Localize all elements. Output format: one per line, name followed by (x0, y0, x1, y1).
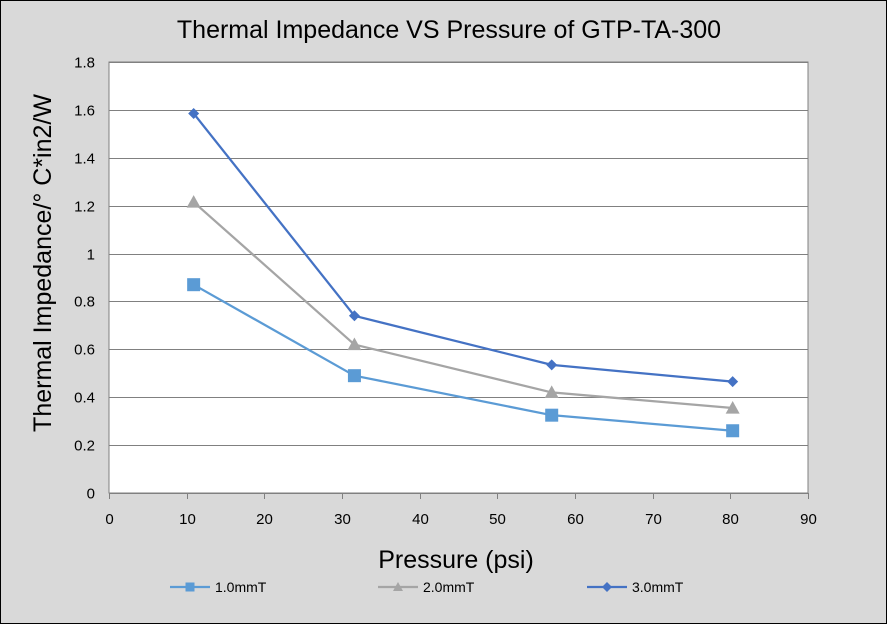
data-point-2-0mmt (544, 385, 559, 399)
data-point-3-0mmt (546, 359, 558, 371)
legend-label-3-0mmt: 3.0mmT (632, 579, 684, 595)
y-tick-label: 0.8 (74, 294, 95, 311)
x-tick-label: 20 (256, 511, 273, 528)
plot-area (108, 61, 809, 494)
x-tick-label: 70 (645, 511, 662, 528)
data-point-3-0mmt (727, 376, 739, 388)
legend-label-1-0mmt: 1.0mmT (215, 579, 267, 595)
y-tick-label: 1.8 (74, 55, 95, 72)
legend-marker-1-0mmt (185, 582, 195, 592)
series-line-2-0mmt (192, 201, 733, 410)
x-tick-label: 40 (412, 511, 429, 528)
data-point-1-0mmt (187, 278, 201, 292)
x-tick-label: 60 (567, 511, 584, 528)
chart-title: Thermal Impedance VS Pressure of GTP-TA-… (177, 16, 721, 44)
x-tick-label: 30 (334, 511, 351, 528)
data-point-2-0mmt (725, 400, 740, 414)
series-line-1-0mmt (193, 283, 733, 432)
data-point-3-0mmt (348, 310, 360, 322)
y-axis-title: Thermal Impedance/° C*in2/W (29, 94, 57, 432)
data-point-2-0mmt (186, 195, 201, 208)
series-line-3-0mmt (192, 112, 733, 383)
y-tick-label: 0 (87, 486, 95, 503)
x-tick-label: 80 (722, 511, 739, 528)
y-tick-label: 0.6 (74, 342, 95, 359)
data-point-1-0mmt (347, 369, 361, 383)
data-point-3-0mmt (188, 107, 200, 119)
y-tick-label: 1.2 (74, 199, 95, 216)
y-tick-label: 1.4 (74, 151, 95, 168)
x-tick-label: 0 (105, 511, 113, 528)
x-axis-title: Pressure (psi) (378, 546, 534, 574)
legend-label-2-0mmt: 2.0mmT (423, 579, 475, 595)
y-tick-label: 1.6 (74, 103, 95, 120)
y-tick-label: 0.2 (74, 438, 95, 455)
legend-marker-2-0mmt (393, 582, 403, 591)
legend-marker-3-0mmt (602, 582, 612, 592)
data-point-1-0mmt (545, 408, 559, 422)
data-point-1-0mmt (726, 424, 740, 438)
x-tick-label: 10 (179, 511, 196, 528)
x-tick-label: 90 (800, 511, 817, 528)
y-tick-label: 1 (87, 247, 95, 264)
data-point-2-0mmt (347, 337, 362, 351)
x-tick-label: 50 (489, 511, 506, 528)
y-tick-label: 0.4 (74, 390, 95, 407)
